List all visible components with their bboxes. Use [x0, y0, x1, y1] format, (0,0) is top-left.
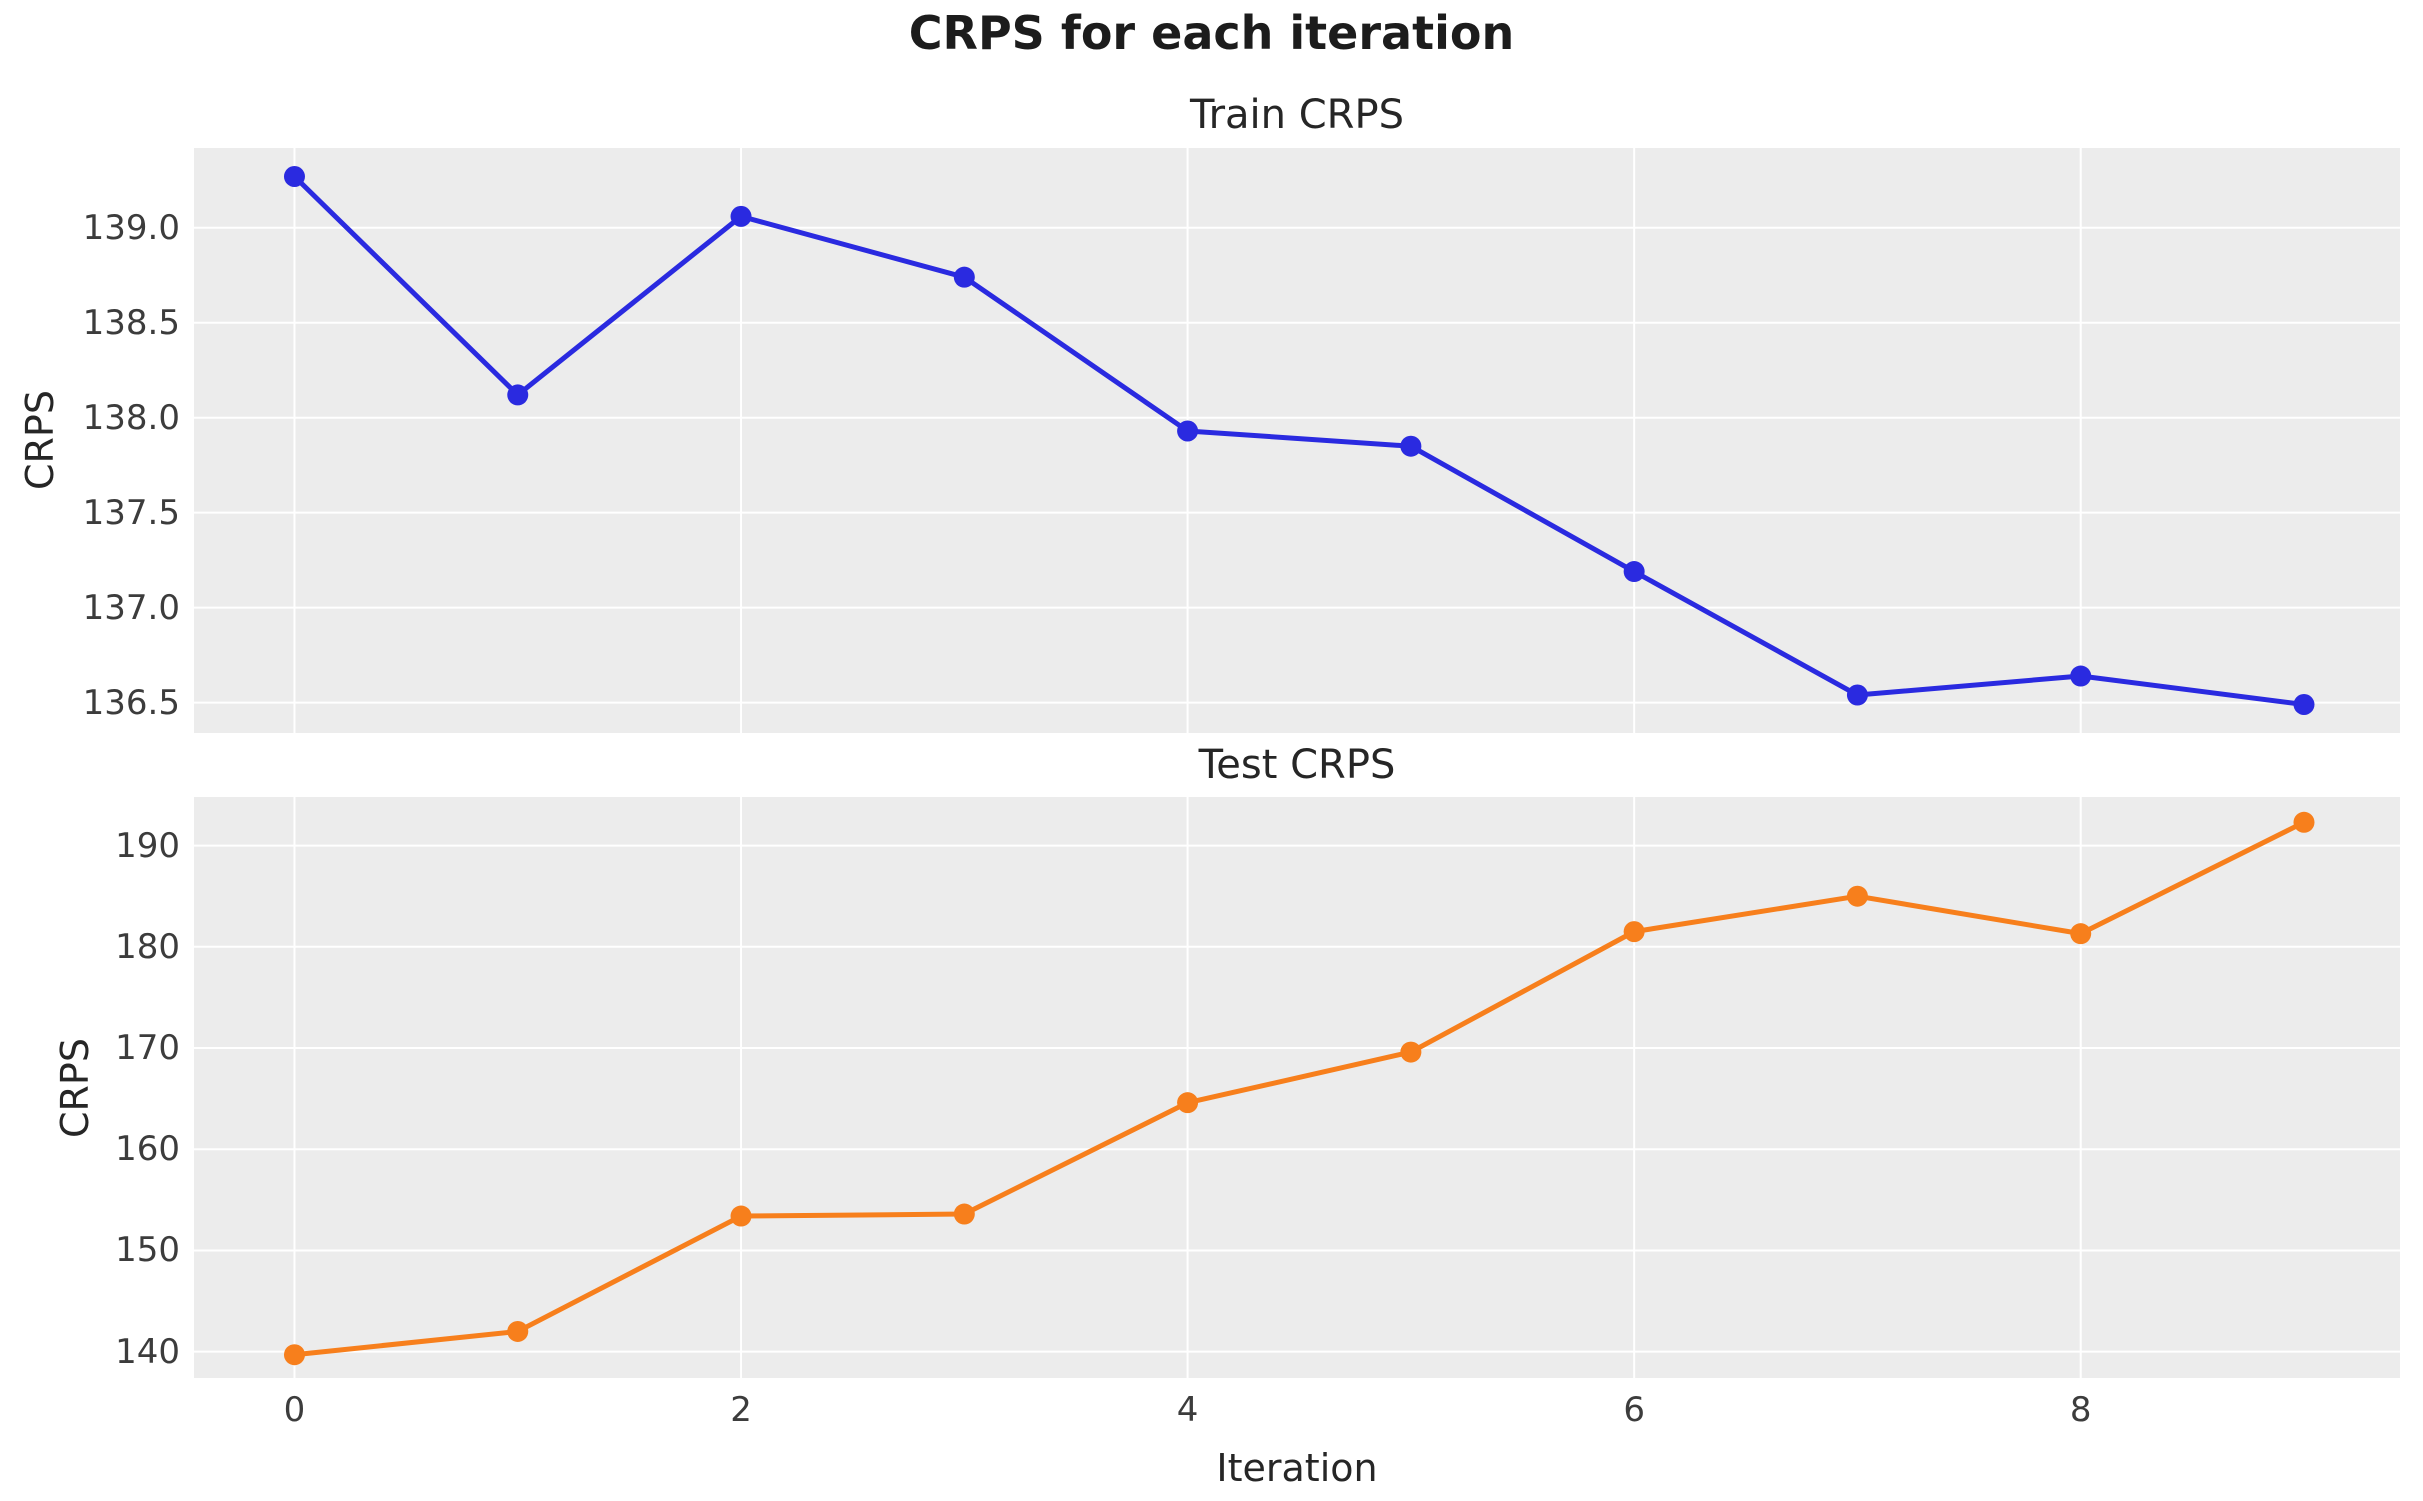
train-data-point	[2070, 665, 2092, 687]
train-chart-svg	[194, 148, 2400, 733]
test-chart-svg	[194, 797, 2400, 1378]
test-data-point	[283, 1344, 305, 1366]
x-tick-label: 0	[283, 1390, 306, 1430]
test-data-point	[2293, 811, 2315, 833]
train-y-tick-label: 139.0	[82, 207, 180, 248]
test-data-point	[1623, 921, 1645, 943]
train-y-tick-label: 136.5	[82, 682, 180, 723]
test-data-point	[1846, 885, 1868, 907]
train-data-point	[730, 205, 752, 227]
test-y-tick-label: 170	[115, 1028, 180, 1069]
test-data-point	[730, 1205, 752, 1227]
train-plot-area	[194, 148, 2400, 733]
train-chart-title: Train CRPS	[1190, 92, 1404, 138]
train-y-tick-label: 137.5	[82, 492, 180, 533]
x-axis-label: Iteration	[1216, 1446, 1378, 1490]
train-data-point	[507, 384, 529, 406]
test-y-tick-label: 160	[115, 1129, 180, 1170]
test-data-point	[2070, 923, 2092, 945]
test-y-tick-label: 190	[115, 825, 180, 866]
test-y-tick-label: 180	[115, 926, 180, 967]
train-y-tick-label: 138.5	[82, 302, 180, 343]
x-tick-label: 6	[1623, 1390, 1645, 1430]
train-data-point	[1846, 684, 1868, 706]
test-y-tick-label: 150	[115, 1230, 180, 1271]
test-plot-area	[194, 797, 2400, 1378]
test-line	[291, 819, 2307, 1358]
test-chart-title: Test CRPS	[1198, 742, 1396, 788]
train-y-tick-label: 138.0	[82, 397, 180, 438]
train-line	[291, 173, 2307, 708]
test-data-point	[507, 1320, 529, 1342]
train-data-point	[1177, 420, 1199, 442]
train-data-point	[1623, 561, 1645, 583]
x-tick-label: 2	[730, 1390, 752, 1430]
figure-title: CRPS for each iteration	[908, 6, 1515, 60]
test-data-point	[1400, 1041, 1422, 1063]
test-y-tick-label: 140	[115, 1331, 180, 1372]
test-data-point	[1177, 1092, 1199, 1114]
x-tick-label: 4	[1176, 1390, 1199, 1430]
train-data-point	[2293, 694, 2315, 716]
train-data-point	[1400, 435, 1422, 457]
train-data-point	[953, 266, 975, 288]
test-data-point	[953, 1203, 975, 1225]
train-data-point	[283, 165, 305, 187]
x-tick-label: 8	[2069, 1390, 2092, 1430]
train-y-tick-label: 137.0	[82, 587, 180, 628]
